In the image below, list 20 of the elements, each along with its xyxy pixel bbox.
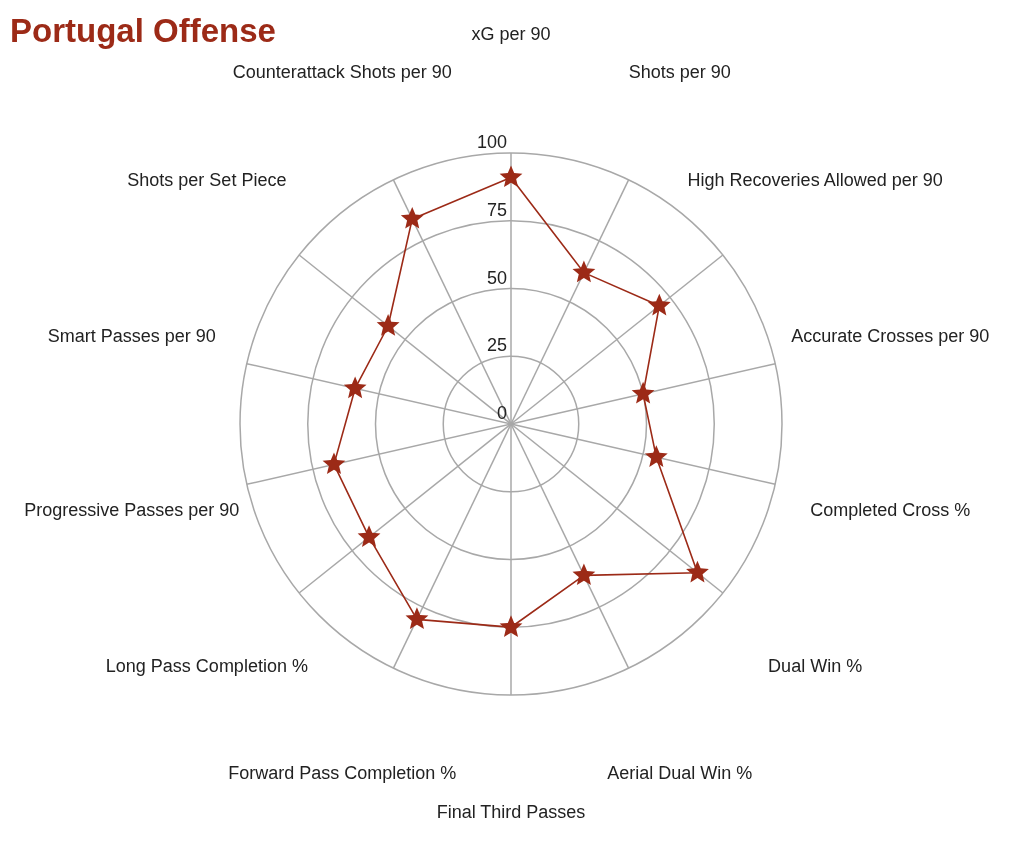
spoke-label: Completed Cross % (810, 499, 971, 520)
spoke-label: Final Third Passes (436, 801, 586, 822)
spoke-label: Progressive Passes per 90 (24, 499, 240, 520)
spoke-label: Dual Win % (768, 655, 863, 676)
spoke-label: Long Pass Completion % (105, 655, 308, 676)
spoke-label: Shots per Set Piece (127, 170, 287, 191)
y-tick-label: 0 (496, 403, 507, 423)
y-tick-label: 50 (486, 267, 507, 288)
spoke-label: Accurate Crosses per 90 (791, 326, 990, 347)
chart-title: Portugal Offense (10, 12, 276, 49)
spoke-label: xG per 90 (471, 23, 551, 44)
spoke-label: High Recoveries Allowed per 90 (687, 170, 943, 191)
spoke-label: Forward Pass Completion % (228, 763, 457, 784)
spoke-label: Aerial Dual Win % (607, 763, 753, 784)
y-tick-label: 75 (486, 199, 507, 220)
spoke-label: Counterattack Shots per 90 (232, 62, 452, 83)
spoke-label: Smart Passes per 90 (47, 326, 216, 347)
y-tick-label: 100 (476, 132, 507, 152)
y-tick-label: 25 (486, 335, 507, 356)
spoke-label: Shots per 90 (628, 62, 731, 83)
